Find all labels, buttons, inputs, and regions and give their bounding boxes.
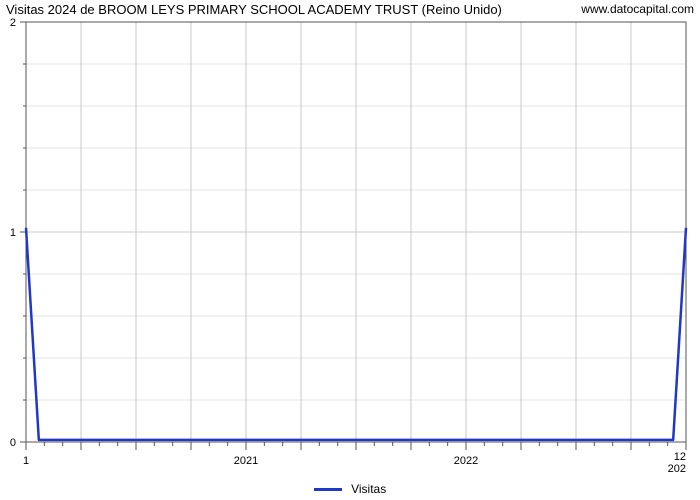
legend-label: Visitas bbox=[351, 482, 386, 496]
chart-legend: Visitas bbox=[0, 482, 700, 496]
svg-text:1: 1 bbox=[23, 455, 29, 467]
line-chart: 01220212022112202 bbox=[0, 0, 700, 478]
svg-text:2021: 2021 bbox=[234, 455, 258, 467]
svg-text:0: 0 bbox=[10, 437, 16, 449]
legend-swatch bbox=[314, 488, 342, 491]
svg-text:202: 202 bbox=[668, 463, 686, 475]
svg-text:12: 12 bbox=[674, 451, 686, 463]
svg-text:1: 1 bbox=[10, 227, 16, 239]
svg-text:2022: 2022 bbox=[454, 455, 478, 467]
svg-text:2: 2 bbox=[10, 17, 16, 29]
